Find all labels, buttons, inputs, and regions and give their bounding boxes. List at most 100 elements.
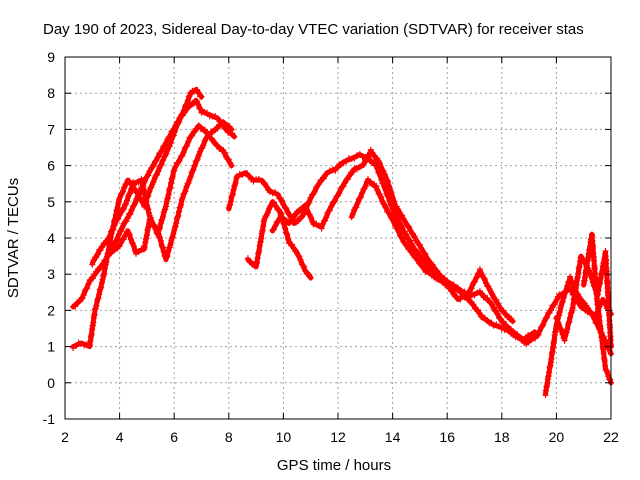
data-point xyxy=(306,271,313,278)
data-point xyxy=(132,200,139,207)
data-point xyxy=(403,231,410,238)
data-point xyxy=(124,214,131,221)
data-point xyxy=(591,314,598,321)
data-point xyxy=(129,181,136,188)
data-point xyxy=(244,255,251,262)
data-point xyxy=(505,327,512,334)
data-point xyxy=(394,225,401,232)
data-point xyxy=(176,204,183,211)
data-point xyxy=(93,302,100,309)
data-point xyxy=(203,109,210,116)
data-point xyxy=(150,162,157,169)
data-point xyxy=(214,142,221,149)
data-point xyxy=(500,307,507,314)
data-point xyxy=(351,155,358,162)
data-point xyxy=(272,222,279,229)
data-point xyxy=(343,158,350,165)
data-point xyxy=(289,241,296,248)
data-point xyxy=(558,326,565,333)
data-point xyxy=(236,170,243,177)
data-point xyxy=(299,262,306,269)
data-point xyxy=(474,270,481,277)
data-point xyxy=(169,133,176,140)
data-point xyxy=(179,152,186,159)
data-point xyxy=(562,332,569,339)
data-point xyxy=(476,266,483,273)
data-point xyxy=(140,186,147,193)
data-point xyxy=(93,254,100,261)
data-point xyxy=(564,326,571,333)
data-point xyxy=(362,183,369,190)
data-point xyxy=(221,149,228,156)
data-point xyxy=(324,170,331,177)
data-point xyxy=(418,245,425,252)
data-point xyxy=(559,298,566,305)
data-point xyxy=(95,295,102,302)
data-point xyxy=(127,211,134,218)
data-point xyxy=(563,287,570,294)
data-point xyxy=(564,282,571,289)
data-point xyxy=(332,167,339,174)
data-point xyxy=(381,171,388,178)
data-point xyxy=(189,167,196,174)
data-point xyxy=(130,179,137,186)
y-tick-label: 5 xyxy=(47,194,55,210)
data-point xyxy=(385,209,392,216)
data-point xyxy=(146,216,153,223)
data-point xyxy=(303,203,310,210)
data-point xyxy=(154,226,161,233)
data-point xyxy=(126,191,133,198)
data-point xyxy=(340,183,347,190)
data-point xyxy=(162,206,169,213)
data-point xyxy=(168,175,175,182)
data-point xyxy=(407,227,414,234)
data-point xyxy=(94,295,101,302)
data-point xyxy=(555,319,562,326)
data-point xyxy=(546,309,553,316)
data-point xyxy=(110,226,117,233)
data-point xyxy=(184,97,191,104)
data-point xyxy=(145,206,152,213)
data-point xyxy=(471,292,478,299)
data-point xyxy=(123,200,130,207)
data-point xyxy=(89,261,96,268)
data-point xyxy=(420,265,427,272)
data-point xyxy=(607,376,614,383)
data-point xyxy=(157,220,164,227)
data-point xyxy=(411,233,418,240)
data-point xyxy=(120,236,127,243)
data-point xyxy=(128,206,135,213)
data-point xyxy=(389,194,396,201)
data-point xyxy=(270,226,277,233)
y-tick-label: 2 xyxy=(47,302,55,318)
y-tick-label: 8 xyxy=(47,85,55,101)
data-point xyxy=(108,249,115,256)
data-point xyxy=(429,261,436,268)
data-point xyxy=(392,211,399,218)
data-point xyxy=(363,154,370,161)
data-point xyxy=(380,168,387,175)
data-point xyxy=(113,207,120,214)
data-point xyxy=(516,334,523,341)
data-point xyxy=(489,290,496,297)
series-track-5 xyxy=(225,151,538,344)
data-point xyxy=(269,190,276,197)
data-point xyxy=(158,161,165,168)
data-point xyxy=(157,149,164,156)
data-point xyxy=(126,177,133,184)
data-point xyxy=(189,132,196,139)
data-point xyxy=(306,199,313,206)
data-point xyxy=(311,188,318,195)
data-point xyxy=(391,198,398,205)
data-point xyxy=(97,285,104,292)
data-point xyxy=(90,257,97,264)
data-point xyxy=(399,212,406,219)
data-point xyxy=(97,247,104,254)
data-point xyxy=(534,332,541,339)
data-point xyxy=(115,199,122,206)
data-point xyxy=(145,172,152,179)
data-point xyxy=(174,214,181,221)
data-point xyxy=(206,132,213,139)
data-point xyxy=(468,285,475,292)
data-point xyxy=(139,179,146,186)
